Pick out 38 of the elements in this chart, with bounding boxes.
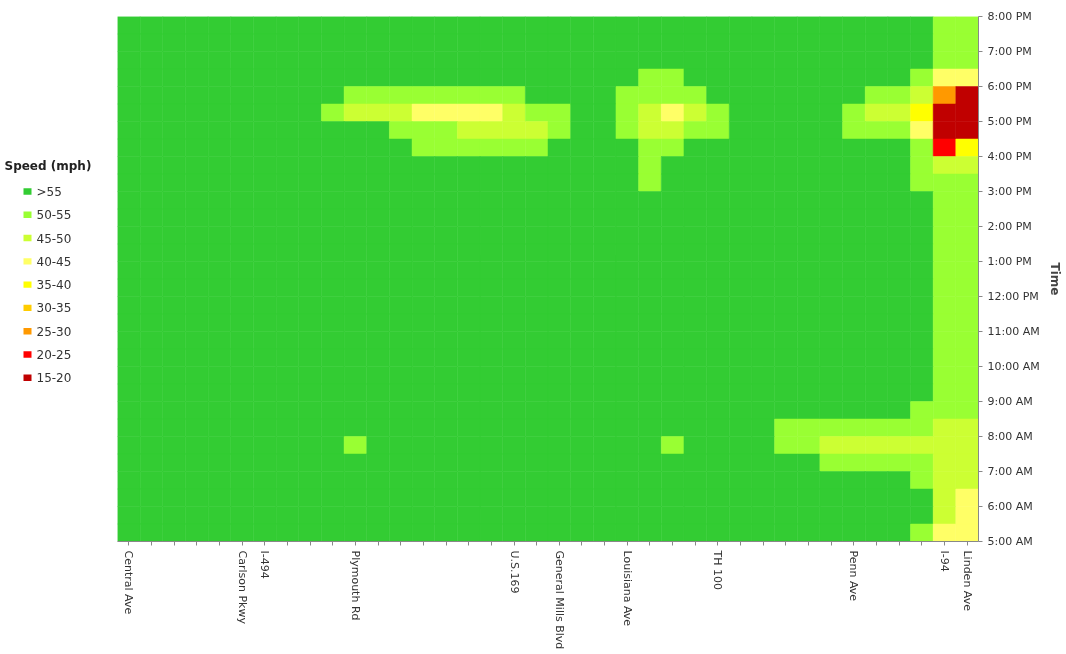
y-tick-label: 6:00 PM xyxy=(987,80,1032,93)
x-tick-label: Linden Ave xyxy=(960,550,974,612)
x-tick-label: I-94 xyxy=(938,550,952,572)
x-tick-label: Carlson Pkwy xyxy=(235,550,249,625)
color-bar-label: 35-40 xyxy=(36,278,72,293)
color-bar-label: 20-25 xyxy=(36,347,72,362)
y-tick-label: 12:00 PM xyxy=(987,290,1039,303)
x-tick-label: General Mills Blvd xyxy=(552,550,566,650)
color-bar-label: 40-45 xyxy=(36,254,72,269)
x-tick-label: Plymouth Rd xyxy=(348,550,362,621)
x-tick-label: Penn Ave xyxy=(847,550,861,602)
x-tick-label: TH 100 xyxy=(711,549,725,590)
y-tick-label: 8:00 AM xyxy=(987,430,1033,443)
y-tick-label: 8:00 PM xyxy=(987,10,1032,23)
color-bar-title: Speed (mph) xyxy=(4,158,92,173)
x-tick-label: I-494 xyxy=(258,550,272,579)
y-axis-title: Time xyxy=(1047,262,1062,296)
y-tick-label: 1:00 PM xyxy=(987,255,1032,268)
color-bar-label: 50-55 xyxy=(36,208,72,223)
color-bar-label: 25-30 xyxy=(36,324,72,339)
y-tick-label: 10:00 AM xyxy=(987,360,1040,373)
y-tick-label: 4:00 PM xyxy=(987,150,1032,163)
y-tick-label: 11:00 AM xyxy=(987,325,1040,338)
x-tick-label: Louisiana Ave xyxy=(620,550,634,627)
color-bar-label: 30-35 xyxy=(36,301,72,316)
y-tick-label: 7:00 PM xyxy=(987,45,1032,58)
y-tick-label: 5:00 PM xyxy=(987,115,1032,128)
y-tick-label: 5:00 AM xyxy=(987,535,1033,548)
y-tick-label: 6:00 AM xyxy=(987,500,1033,513)
color-bar-label: 45-50 xyxy=(36,231,72,246)
color-bar-label: >55 xyxy=(36,184,62,199)
x-tick-label: Central Ave xyxy=(122,550,136,615)
color-bar-label: 15-20 xyxy=(36,371,72,386)
x-tick-label: U.S.169 xyxy=(507,550,521,594)
y-tick-label: 2:00 PM xyxy=(987,220,1032,233)
y-tick-label: 9:00 AM xyxy=(987,395,1033,408)
y-tick-label: 7:00 AM xyxy=(987,465,1033,478)
y-tick-label: 3:00 PM xyxy=(987,185,1032,198)
